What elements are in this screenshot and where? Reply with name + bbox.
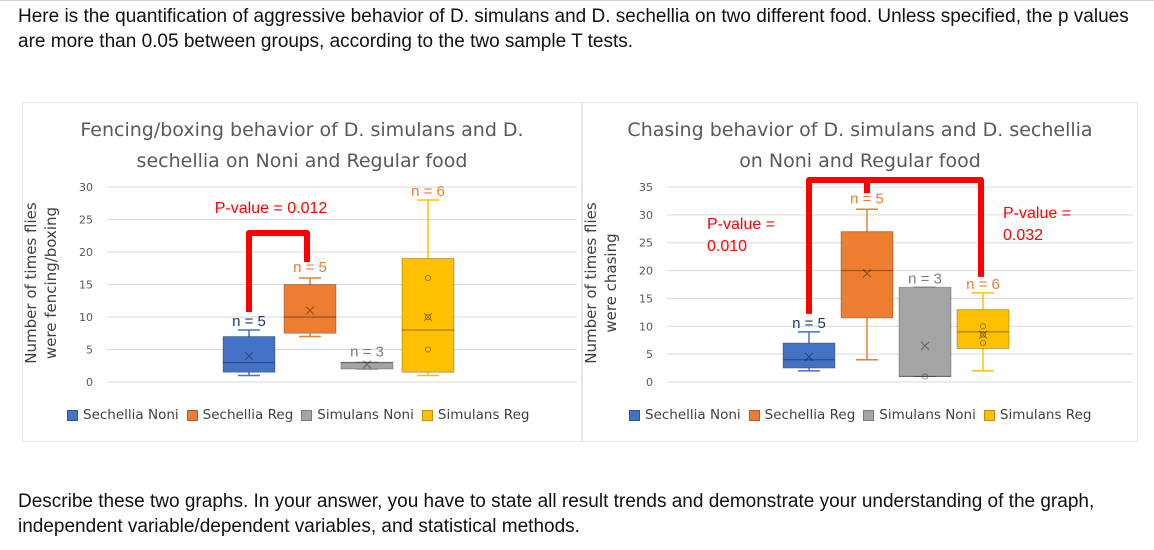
legend-swatch-icon <box>67 409 78 421</box>
mean-marker <box>305 306 315 315</box>
y-tick-label: 20 <box>79 246 93 259</box>
data-point <box>921 373 929 380</box>
legend-label: Sechellia Noni <box>83 407 179 423</box>
significance-bracket <box>246 230 310 312</box>
box-2 <box>898 286 952 377</box>
y-tick-label: 25 <box>639 237 653 250</box>
legend-item-simulans-noni: Simulans Noni <box>301 407 414 423</box>
n-label: n = 6 <box>411 183 445 200</box>
legend-label: Simulans Noni <box>317 407 414 423</box>
data-point <box>979 339 987 347</box>
n-label: n = 5 <box>792 315 826 332</box>
legend-item-sechellia-noni: Sechellia Noni <box>67 407 179 423</box>
legend-label: Sechellia Noni <box>645 407 741 423</box>
n-label: n = 3 <box>350 344 384 361</box>
chart-title-line-1: Fencing/boxing behavior of D. simulans a… <box>80 119 524 141</box>
y-tick-label: 35 <box>639 181 653 194</box>
y-tick-label: 5 <box>86 344 93 357</box>
y-tick-label: 0 <box>86 376 93 389</box>
chasing-box-plot: 0 5 10 15 20 25 30 35 P-value = 0.010 P-value = 0.0… <box>639 177 1133 389</box>
significance-bracket <box>864 177 984 277</box>
box-3 <box>956 309 1010 350</box>
mean-marker <box>362 360 372 369</box>
chart-legend: Sechellia Noni Sechellia Reg Simulans No… <box>67 407 537 423</box>
mean-marker <box>423 312 433 322</box>
n-label: n = 5 <box>850 190 884 207</box>
legend-label: Sechellia Reg <box>764 407 856 423</box>
legend-swatch-icon <box>629 409 640 421</box>
chart-legend: Sechellia Noni Sechellia Reg Simulans No… <box>629 407 1099 423</box>
legend-item-sechellia-noni: Sechellia Noni <box>629 407 741 423</box>
legend-item-simulans-reg: Simulans Reg <box>983 407 1092 423</box>
box-2 <box>340 362 394 370</box>
legend-label: Sechellia Reg <box>202 407 294 423</box>
box-3 <box>401 258 455 373</box>
legend-swatch-icon <box>301 409 313 421</box>
legend-label: Simulans Reg <box>437 407 530 423</box>
legend-item-simulans-noni: Simulans Noni <box>863 407 976 423</box>
y-tick-label: 30 <box>79 181 93 194</box>
y-tick-label: 0 <box>646 376 653 389</box>
p-value-label: P-value = <box>707 216 775 233</box>
chart-title: Fencing/boxing behavior of D. simulans a… <box>23 115 581 177</box>
top-rule <box>0 0 1154 1</box>
legend-swatch-icon <box>186 409 198 421</box>
p-value-label: P-value = 0.012 <box>215 200 328 217</box>
fencing-box-plot: 0 5 10 15 20 25 30 P-value = 0.012 n = 5 n = 5 n =… <box>79 181 577 389</box>
legend-swatch-icon <box>748 409 760 421</box>
data-point <box>424 274 432 282</box>
data-point <box>424 346 432 353</box>
legend-swatch-icon <box>421 409 433 421</box>
y-tick-label: 20 <box>639 265 653 278</box>
data-point <box>979 331 987 338</box>
intro-paragraph: Here is the quantification of aggressive… <box>18 6 1129 52</box>
mean-marker <box>862 268 872 278</box>
y-tick-label: 30 <box>639 209 653 222</box>
chart-title-line-2: on Noni and Regular food <box>739 150 981 172</box>
y-tick-label: 15 <box>79 279 93 292</box>
n-label: n = 3 <box>908 270 942 287</box>
box-1 <box>840 231 894 319</box>
mean-marker <box>978 330 988 340</box>
box-0 <box>782 342 836 369</box>
legend-item-sechellia-reg: Sechellia Reg <box>748 407 856 423</box>
p-value-label: P-value = <box>1003 205 1071 222</box>
y-tick-label: 5 <box>646 348 653 361</box>
legend-swatch-icon <box>863 409 875 421</box>
mean-marker <box>244 351 254 361</box>
data-point <box>424 313 432 321</box>
legend-item-simulans-reg: Simulans Reg <box>421 407 530 423</box>
chart-title-line-2: sechellia on Noni and Regular food <box>136 150 468 172</box>
legend-label: Simulans Reg <box>999 407 1092 423</box>
y-tick-label: 10 <box>79 311 93 324</box>
p-value-label: 0.010 <box>707 238 747 255</box>
box-1 <box>283 284 337 334</box>
y-tick-label: 15 <box>639 292 653 305</box>
y-tick-label: 10 <box>639 320 653 333</box>
chart-title: Chasing behavior of D. simulans and D. s… <box>583 115 1137 177</box>
chasing-chart-panel: Chasing behavior of D. simulans and D. s… <box>582 102 1138 442</box>
p-value-label: 0.032 <box>1003 227 1043 244</box>
legend-swatch-icon <box>983 409 995 421</box>
y-tick-label: 25 <box>79 214 93 227</box>
data-point <box>979 323 987 330</box>
legend-item-sechellia-reg: Sechellia Reg <box>186 407 294 423</box>
fencing-chart-panel: Fencing/boxing behavior of D. simulans a… <box>22 102 582 442</box>
mean-marker <box>920 341 930 351</box>
question-paragraph: Describe these two graphs. In your answe… <box>18 491 1095 537</box>
n-label: n = 6 <box>966 276 1000 293</box>
chart-title-line-1: Chasing behavior of D. simulans and D. s… <box>627 119 1093 141</box>
n-label: n = 5 <box>293 259 327 276</box>
box-0 <box>222 336 276 373</box>
n-label: n = 5 <box>232 313 266 330</box>
mean-marker <box>804 352 814 362</box>
legend-label: Simulans Noni <box>879 407 976 423</box>
